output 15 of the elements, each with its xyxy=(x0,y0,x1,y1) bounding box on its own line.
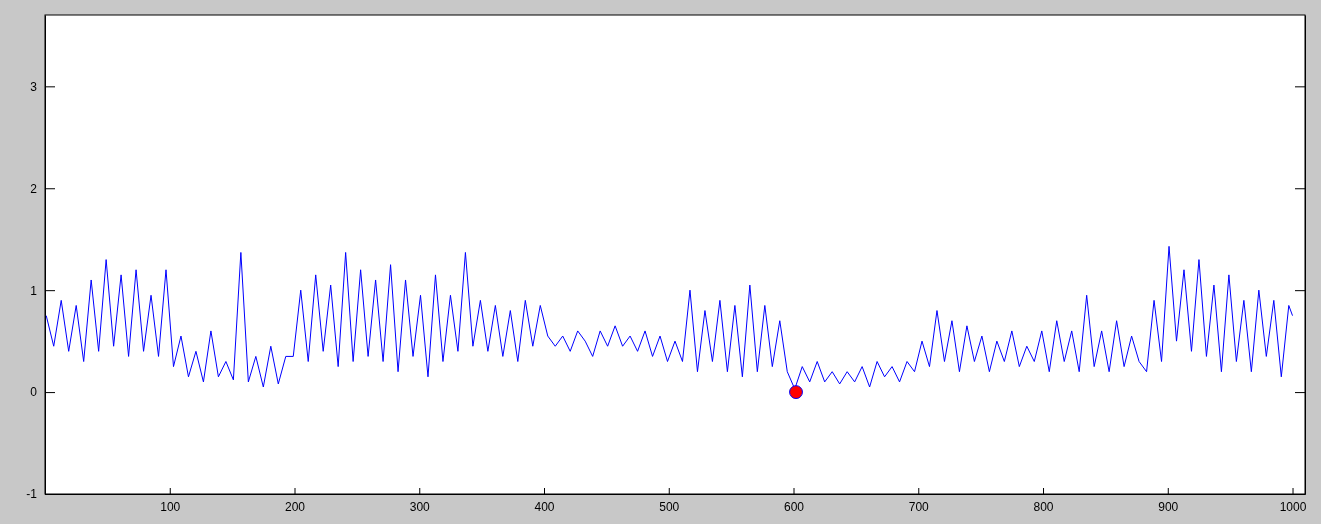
x-tick-label: 900 xyxy=(1158,499,1179,514)
x-tick-label: 600 xyxy=(784,499,805,514)
x-tick-label: 800 xyxy=(1033,499,1054,514)
x-tick-label: 200 xyxy=(284,499,306,514)
x-tick-label: 100 xyxy=(160,499,181,514)
y-tick-label: 1 xyxy=(30,283,38,298)
x-tick-label: 500 xyxy=(659,499,680,514)
y-tick-label: 3 xyxy=(30,79,38,94)
y-tick-label: 0 xyxy=(30,385,38,400)
x-tick-label: 1000 xyxy=(1279,499,1307,514)
x-tick-label: 300 xyxy=(409,499,431,514)
x-tick-label: 700 xyxy=(908,499,930,514)
y-tick-label: 2 xyxy=(30,181,38,196)
y-tick-label: -1 xyxy=(26,487,38,502)
x-tick-label: 400 xyxy=(534,499,555,514)
